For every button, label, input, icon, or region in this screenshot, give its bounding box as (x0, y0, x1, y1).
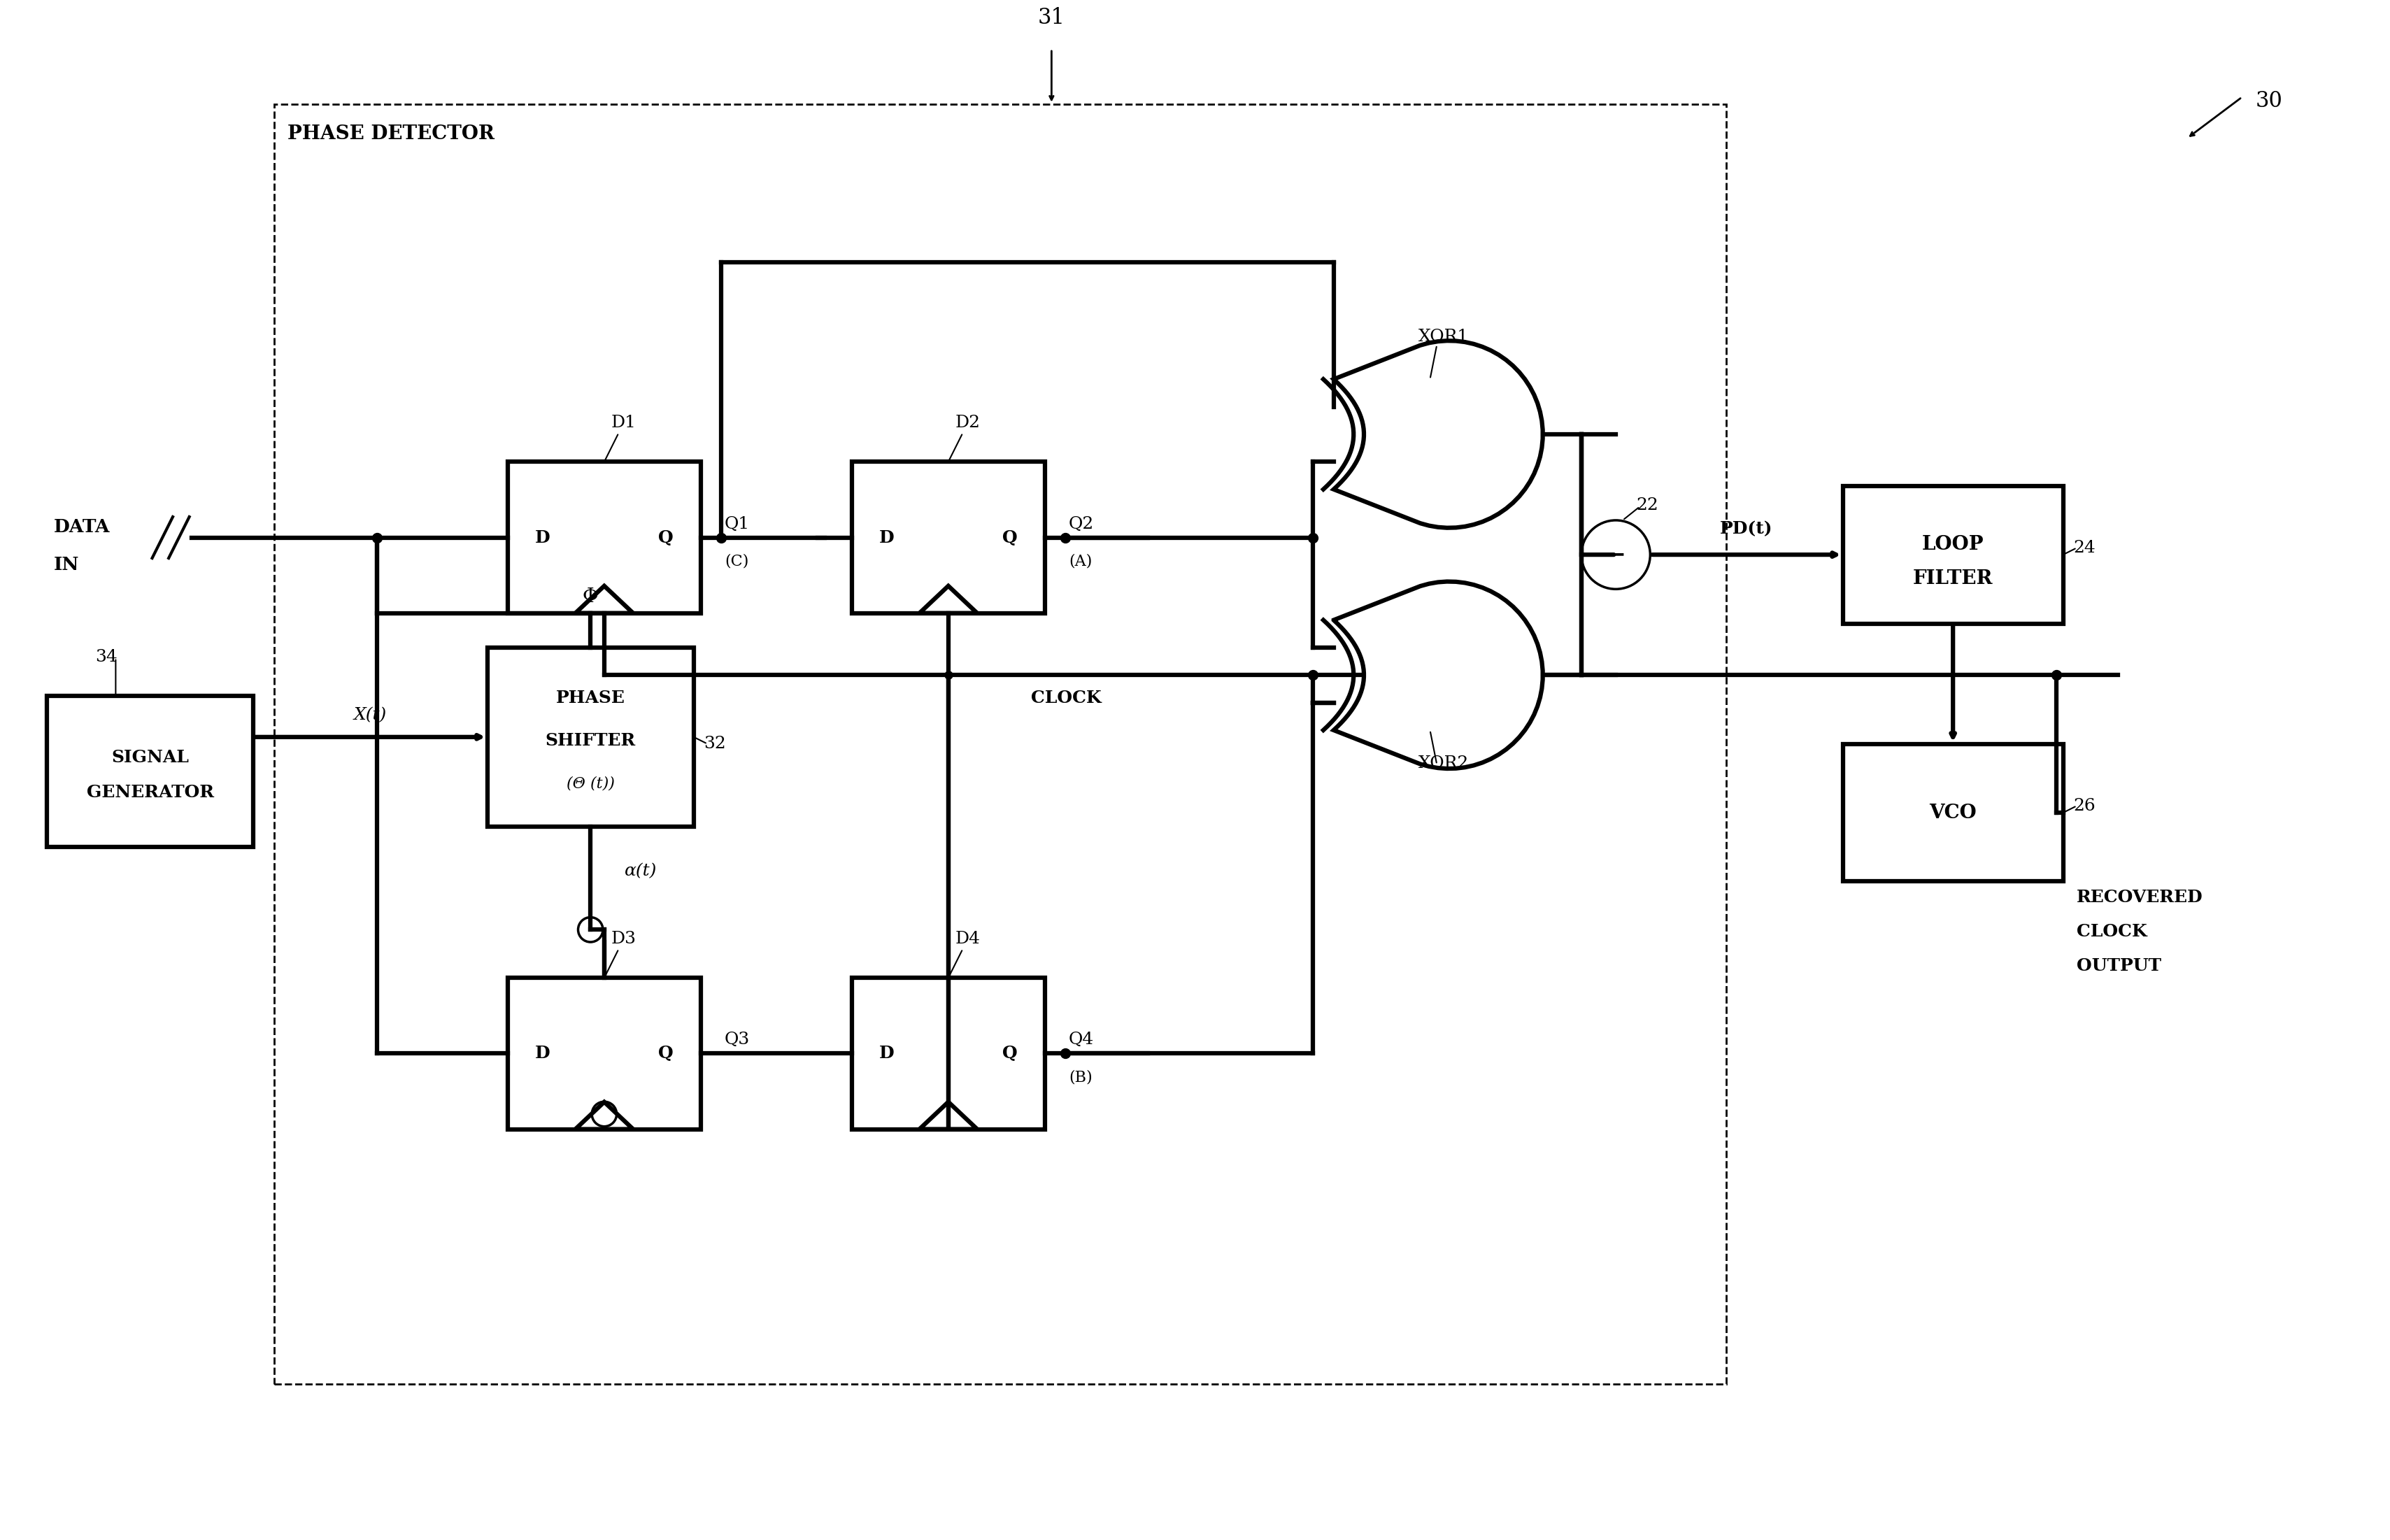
Text: D1: D1 (605, 414, 636, 460)
Bar (488, 647, 693, 827)
Bar (509, 978, 700, 1129)
Text: (B): (B) (1068, 1070, 1092, 1086)
Text: −: − (1606, 544, 1625, 567)
Text: Q1: Q1 (724, 516, 750, 531)
Text: DATA: DATA (53, 519, 110, 536)
Text: D: D (880, 530, 894, 545)
Text: SIGNAL: SIGNAL (112, 750, 189, 765)
Text: 26: 26 (2075, 798, 2096, 813)
Text: XOR1: XOR1 (1420, 330, 1470, 345)
Text: 30: 30 (2256, 91, 2282, 112)
Bar (48, 696, 253, 847)
Text: X(t): X(t) (354, 707, 387, 724)
Text: α(t): α(t) (624, 862, 657, 879)
Text: 22: 22 (1637, 497, 1659, 513)
Bar (851, 462, 1044, 613)
Text: XOR2: XOR2 (1420, 756, 1470, 772)
Text: 31: 31 (1037, 6, 1066, 28)
Bar (275, 105, 1726, 1384)
Text: FILTER: FILTER (1912, 570, 1993, 588)
Text: (A): (A) (1068, 554, 1092, 570)
Text: RECOVERED: RECOVERED (2077, 889, 2204, 906)
Text: Q: Q (657, 1046, 674, 1063)
Text: (Θ (t)): (Θ (t)) (566, 776, 614, 792)
Text: OUTPUT: OUTPUT (2077, 958, 2161, 975)
Text: D: D (535, 530, 550, 545)
Text: Q: Q (657, 530, 674, 545)
Bar (509, 462, 700, 613)
Text: D: D (880, 1046, 894, 1063)
Text: LOOP: LOOP (1922, 534, 1984, 554)
Text: IN: IN (53, 556, 79, 574)
Text: VCO: VCO (1929, 804, 1977, 822)
Text: GENERATOR: GENERATOR (86, 784, 213, 801)
Text: 34: 34 (96, 648, 117, 665)
Bar (1843, 744, 2063, 881)
Text: PHASE DETECTOR: PHASE DETECTOR (287, 125, 495, 143)
Text: CLOCK: CLOCK (2077, 924, 2146, 939)
Text: Q: Q (1001, 530, 1018, 545)
Bar (851, 978, 1044, 1129)
Text: Q4: Q4 (1068, 1032, 1095, 1047)
Text: Q2: Q2 (1068, 516, 1095, 531)
Bar (1843, 487, 2063, 624)
Text: CLOCK: CLOCK (1030, 690, 1102, 707)
Text: (C): (C) (724, 554, 748, 570)
Text: SHIFTER: SHIFTER (545, 732, 636, 748)
Text: D3: D3 (605, 930, 636, 976)
Text: D: D (535, 1046, 550, 1063)
Text: PHASE: PHASE (557, 690, 626, 705)
Text: D2: D2 (949, 414, 980, 460)
Text: 32: 32 (705, 736, 727, 752)
Text: D4: D4 (949, 930, 980, 976)
Text: Q: Q (1001, 1046, 1018, 1063)
Text: 24: 24 (2075, 539, 2096, 556)
Text: PD(t): PD(t) (1721, 521, 1773, 537)
Text: Φ: Φ (583, 587, 598, 607)
Polygon shape (1334, 582, 1542, 768)
Text: Q3: Q3 (724, 1032, 750, 1047)
Polygon shape (1334, 340, 1542, 528)
